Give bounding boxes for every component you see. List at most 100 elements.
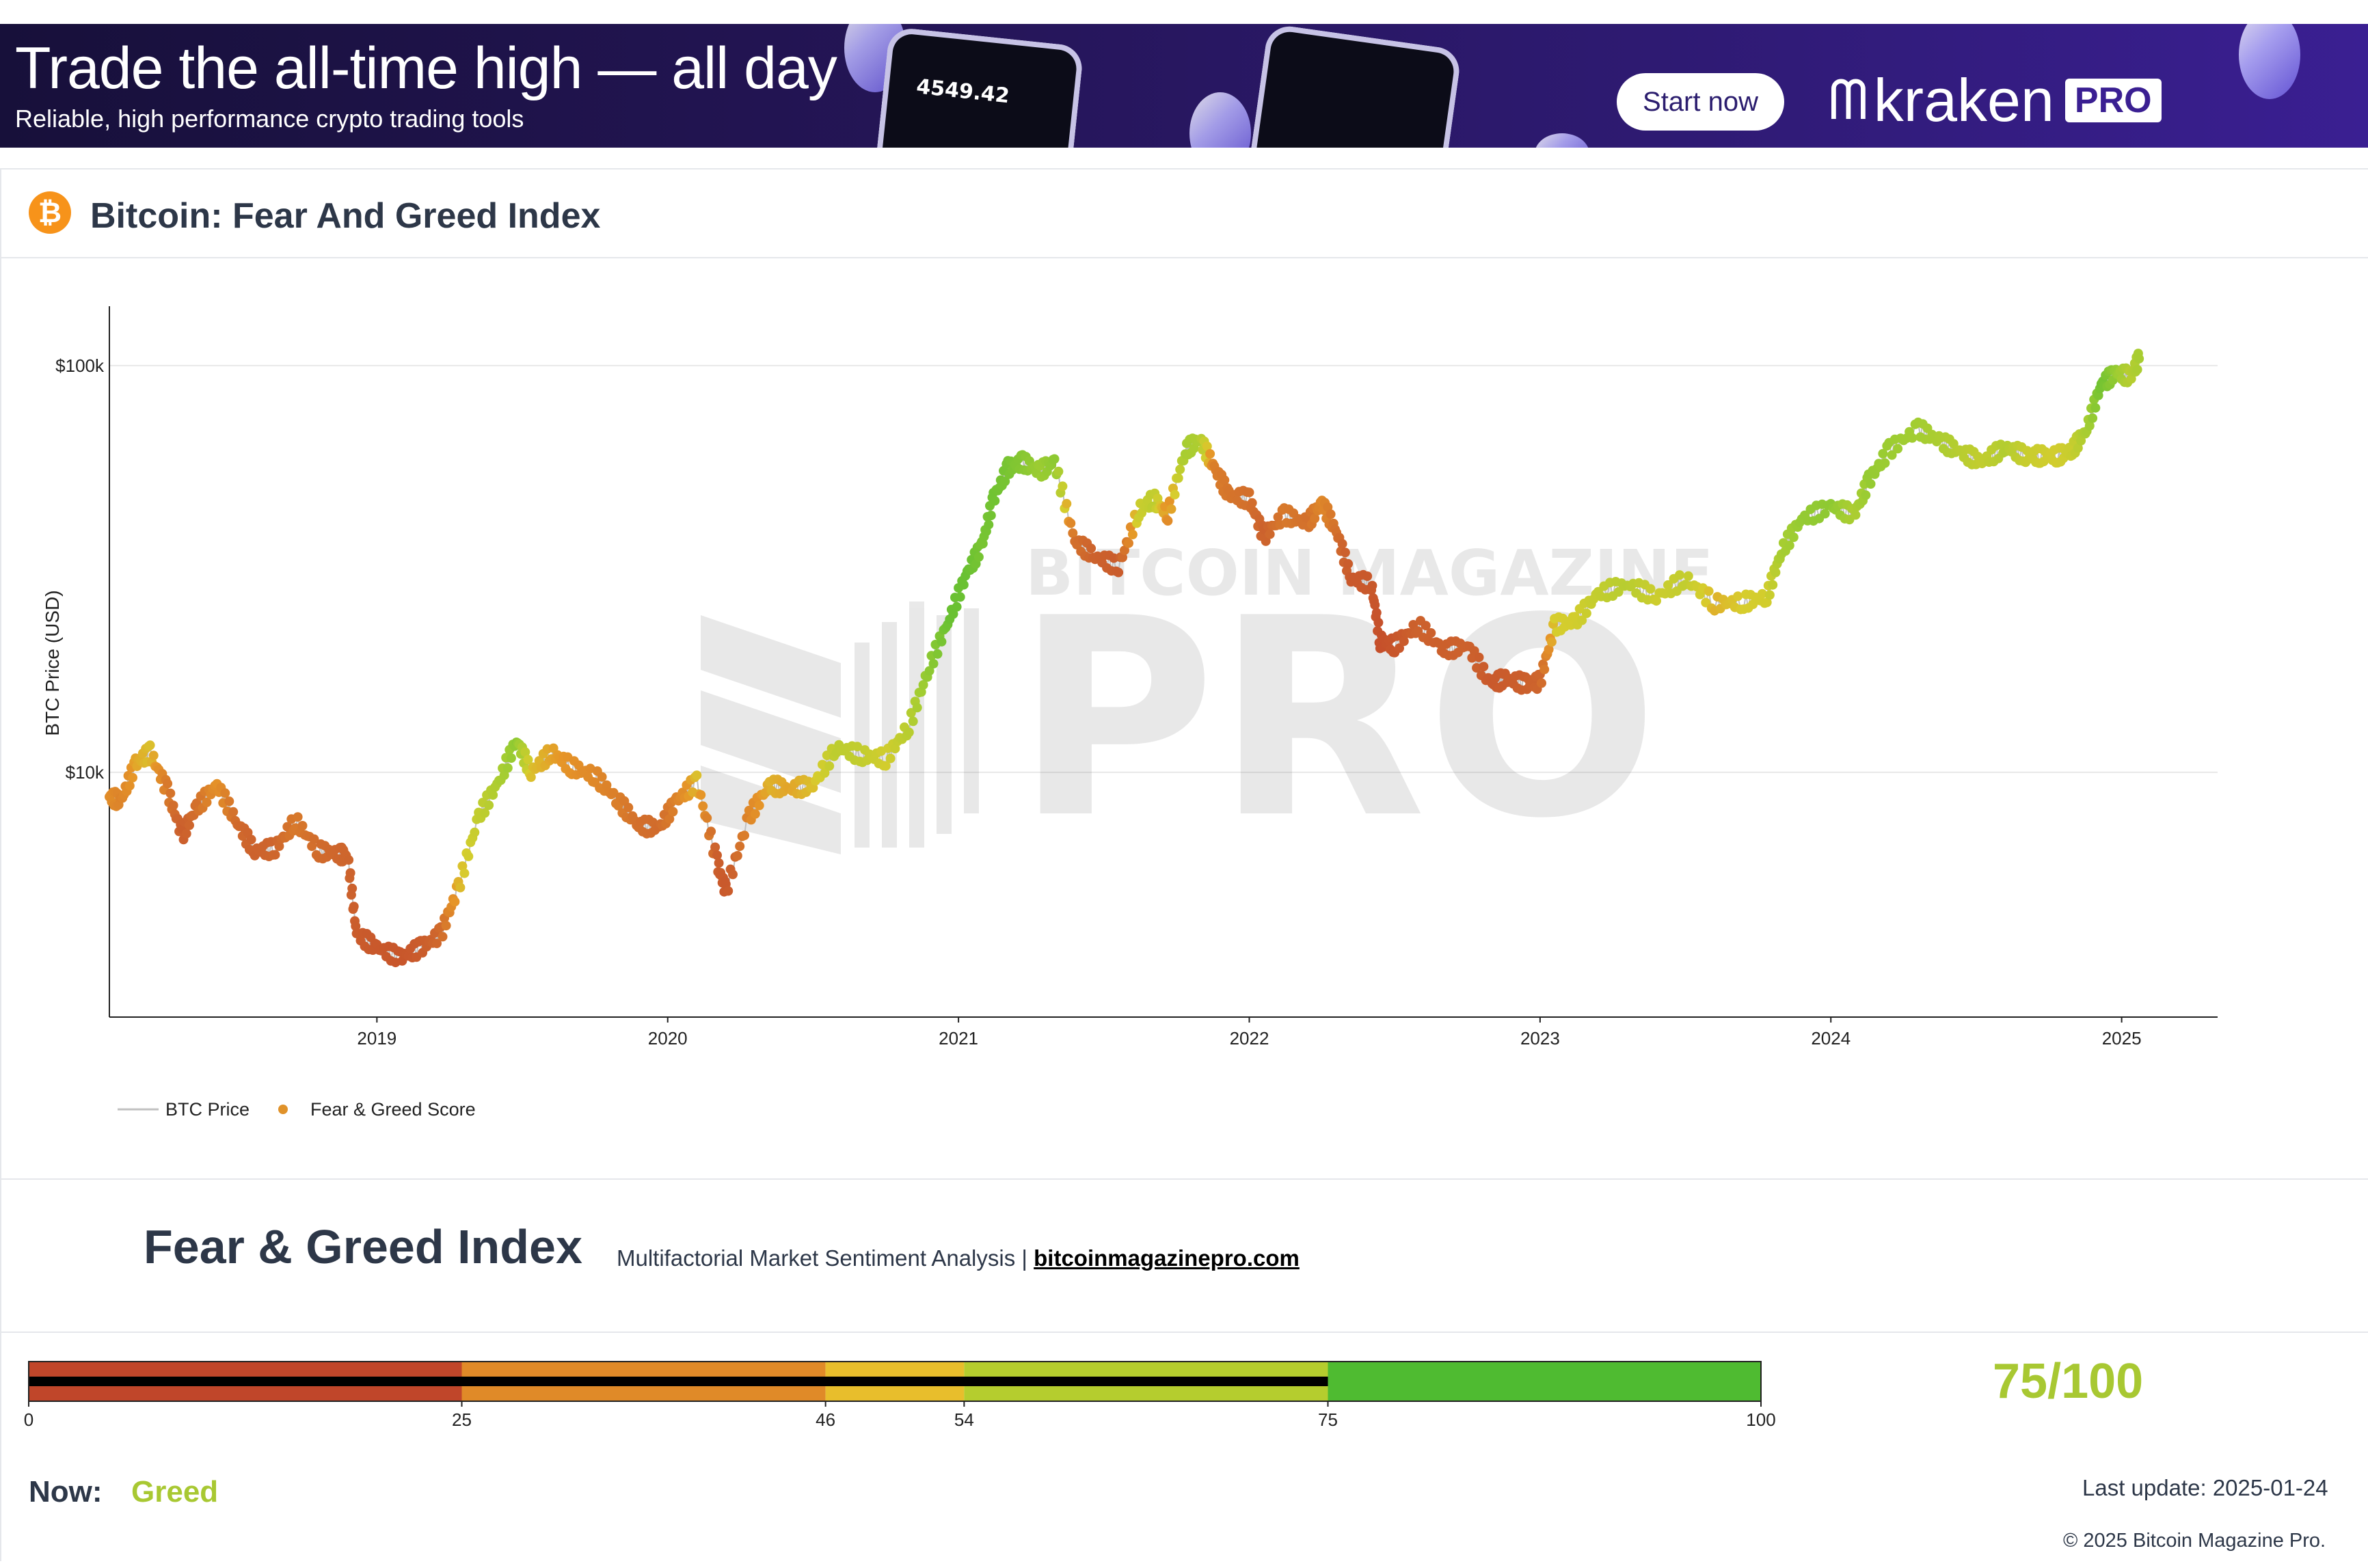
fear-greed-point	[1613, 587, 1624, 597]
fear-greed-point	[1049, 454, 1060, 464]
fear-greed-point	[2088, 413, 2098, 423]
fear-greed-point	[710, 842, 721, 852]
fear-greed-point	[502, 763, 513, 773]
legend-marker-swatch	[278, 1105, 288, 1114]
legend[interactable]: BTC Price Fear & Greed Score	[118, 1099, 476, 1120]
banner-subline: Reliable, high performance crypto tradin…	[15, 105, 524, 133]
fear-greed-point	[1058, 481, 1068, 491]
gauge-zone	[1328, 1362, 1761, 1401]
start-now-button[interactable]: Start now	[1617, 73, 1784, 131]
fear-greed-point	[1479, 662, 1489, 672]
fear-greed-point	[1000, 476, 1010, 487]
fear-greed-point	[168, 800, 178, 811]
fear-greed-point	[1907, 433, 1918, 443]
fear-greed-point	[499, 770, 509, 781]
fear-greed-point	[918, 680, 928, 690]
fear-greed-point	[270, 850, 280, 860]
fear-greed-point	[820, 768, 830, 778]
fear-greed-point	[1399, 636, 1409, 647]
gauge-title: Fear & Greed Index	[144, 1220, 582, 1273]
fear-greed-point	[520, 747, 530, 757]
gauge-tick-label: 54	[954, 1409, 974, 1430]
fear-greed-point	[2134, 353, 2144, 364]
fear-greed-point	[1426, 628, 1436, 638]
fear-greed-point	[1757, 589, 1767, 599]
fear-greed-point	[712, 850, 722, 861]
fear-greed-point	[1474, 652, 1484, 662]
fear-greed-point	[852, 742, 863, 752]
fear-greed-point	[1273, 512, 1283, 522]
fear-greed-point	[1340, 548, 1350, 558]
fear-greed-point	[696, 790, 706, 800]
fear-greed-point	[2090, 403, 2101, 413]
fear-greed-point	[932, 649, 943, 659]
fear-greed-point	[274, 841, 284, 851]
fear-greed-point	[246, 835, 256, 845]
gauge-subtitle: Multifactorial Market Sentiment Analysis…	[617, 1245, 1300, 1271]
decor-crystal-shape	[1189, 92, 1251, 148]
phone-mockup	[1248, 24, 1463, 148]
gauge-frame	[28, 1361, 1762, 1402]
fear-greed-point	[484, 800, 494, 810]
fear-greed-point	[1310, 513, 1320, 524]
fear-greed-point	[1577, 615, 1587, 625]
kraken-wordmark: kraken	[1873, 66, 2054, 134]
fear-greed-point	[432, 938, 442, 949]
fear-greed-point	[1062, 498, 1072, 509]
fear-greed-point	[1343, 558, 1354, 569]
fear-greed-point	[1261, 536, 1271, 546]
legend-fear-greed[interactable]: Fear & Greed Score	[310, 1099, 476, 1120]
fear-greed-point	[885, 753, 896, 763]
fear-greed-point	[1434, 638, 1444, 648]
axes	[109, 306, 2218, 1023]
legend-btc-price[interactable]: BTC Price	[165, 1099, 250, 1120]
watermark-logo-icon	[701, 601, 979, 854]
fear-greed-point	[1127, 530, 1138, 539]
fear-greed-point	[1784, 541, 1794, 550]
fear-greed-point	[728, 869, 738, 880]
fear-greed-point	[1265, 529, 1275, 539]
fear-greed-point	[1066, 518, 1076, 528]
fear-greed-point	[1683, 571, 1693, 581]
fear-greed-point	[1421, 621, 1431, 631]
watermark: BITCOIN MAGAZINE PRO	[701, 537, 1713, 878]
bitcoin-icon: ₿	[29, 191, 71, 234]
decor-crystal-shape	[1535, 133, 1589, 148]
fear-greed-point	[1764, 590, 1775, 600]
fear-greed-point	[952, 601, 962, 612]
fear-greed-point	[973, 552, 984, 562]
x-tick-label: 2021	[939, 1028, 978, 1049]
source-link[interactable]: bitcoinmagazinepro.com	[1034, 1245, 1300, 1271]
fear-greed-point	[1851, 510, 1861, 520]
fear-greed-point	[297, 821, 308, 830]
kraken-logo[interactable]: ᗰ kraken PRO	[1829, 66, 2162, 135]
fear-greed-point	[1220, 475, 1230, 485]
fear-greed-point	[990, 496, 1000, 506]
fear-greed-point	[307, 841, 317, 852]
ad-banner[interactable]: Trade the all-time high — all day Reliab…	[0, 24, 2368, 148]
fear-greed-point	[1202, 441, 1212, 451]
fear-greed-point	[1164, 496, 1174, 506]
fear-greed-point	[1544, 645, 1554, 655]
fear-greed-point	[984, 519, 994, 530]
fear-greed-point	[754, 800, 764, 811]
fear-greed-point	[2132, 364, 2142, 375]
last-update: Last update: 2025-01-24	[2082, 1475, 2328, 1500]
phone-value: 4549.42	[915, 75, 1011, 109]
fear-greed-point	[1247, 498, 1257, 508]
fear-greed-point	[220, 788, 230, 798]
gauge-tick-label: 100	[1746, 1409, 1775, 1430]
price-chart[interactable]: BITCOIN MAGAZINE PRO $10k $100k 2019 2020 20…	[0, 253, 2368, 1169]
fear-greed-point	[1771, 567, 1781, 578]
fear-greed-point	[706, 826, 716, 837]
fear-greed-point	[438, 932, 448, 942]
fear-greed-point	[623, 802, 634, 813]
fear-greed-point	[750, 809, 760, 819]
fear-greed-point	[924, 666, 934, 676]
fear-greed-point	[349, 902, 359, 912]
now-label: Now:	[29, 1475, 103, 1509]
fear-greed-point	[181, 828, 191, 839]
fear-greed-point	[1546, 637, 1557, 647]
fear-greed-point	[163, 779, 173, 789]
fear-greed-point	[1768, 580, 1778, 590]
